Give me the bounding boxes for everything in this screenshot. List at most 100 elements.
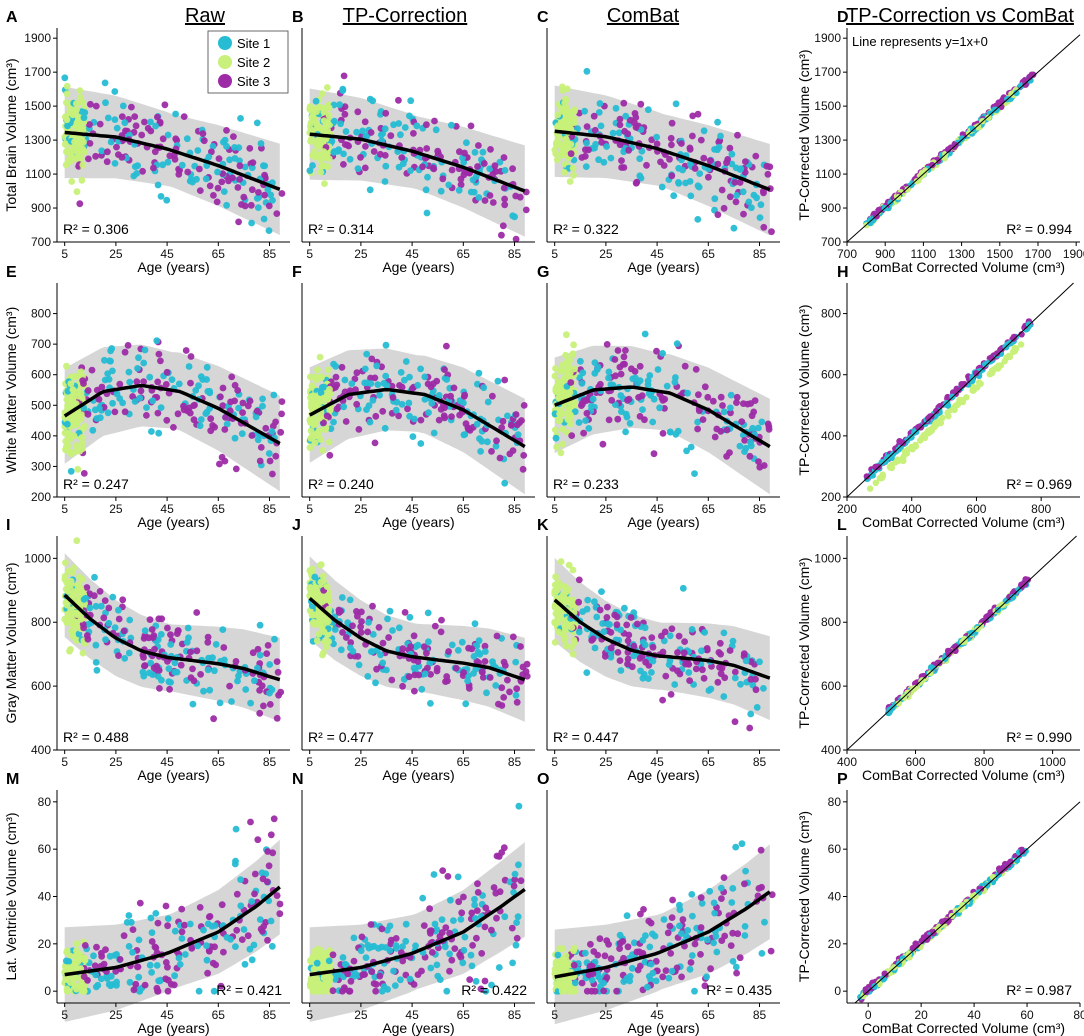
data-point-site-2 — [563, 331, 570, 339]
data-point-site-2 — [81, 423, 89, 430]
data-point-site-1 — [675, 180, 683, 187]
data-point-site-3 — [501, 195, 508, 203]
data-point-site-3 — [361, 118, 369, 126]
data-point-site-1 — [257, 140, 265, 147]
data-point-site-3 — [501, 201, 509, 209]
data-point-site-1 — [165, 678, 173, 686]
data-point-site-3 — [517, 877, 525, 885]
data-point-site-3 — [358, 933, 366, 941]
data-point-site-2 — [904, 186, 911, 193]
data-point-site-2 — [64, 610, 72, 618]
data-point-site-3 — [742, 158, 749, 166]
data-point-site-3 — [513, 934, 521, 942]
data-point-site-1 — [728, 899, 736, 906]
x-tick-label: 45 — [405, 502, 419, 516]
data-point-site-1 — [748, 204, 755, 212]
panel-label: D — [837, 9, 849, 26]
data-point-site-3 — [115, 151, 122, 159]
data-point-site-3 — [186, 409, 194, 417]
data-point-site-2 — [569, 350, 577, 358]
data-point-site-3 — [493, 914, 500, 922]
y-tick-label: 600 — [821, 368, 841, 382]
data-point-site-3 — [567, 150, 575, 158]
data-point-site-1 — [362, 132, 370, 140]
data-point-site-2 — [312, 403, 319, 411]
data-point-site-3 — [872, 463, 879, 471]
data-point-site-1 — [494, 377, 502, 385]
data-point-site-1 — [639, 406, 646, 413]
data-point-site-3 — [217, 393, 224, 401]
data-point-site-3 — [620, 164, 628, 171]
data-point-site-2 — [913, 178, 920, 185]
data-point-site-3 — [236, 162, 244, 170]
data-point-site-1 — [115, 606, 122, 614]
data-point-site-3 — [251, 890, 258, 898]
data-point-site-1 — [406, 613, 414, 621]
data-point-site-3 — [875, 206, 882, 214]
data-point-site-1 — [381, 125, 389, 133]
data-point-site-3 — [385, 634, 392, 641]
data-point-site-1 — [125, 943, 133, 950]
data-point-site-1 — [707, 685, 715, 693]
data-point-site-3 — [614, 347, 622, 354]
data-point-site-1 — [148, 969, 156, 976]
data-point-site-3 — [414, 971, 422, 978]
data-point-site-3 — [138, 131, 146, 139]
data-point-site-1 — [383, 666, 390, 674]
data-point-site-1 — [383, 382, 391, 389]
data-point-site-3 — [410, 130, 417, 137]
data-point-site-3 — [509, 633, 517, 641]
data-point-site-1 — [209, 654, 216, 662]
data-point-site-2 — [67, 450, 75, 458]
data-point-site-1 — [606, 621, 613, 628]
data-point-site-3 — [154, 919, 162, 927]
data-point-site-1 — [266, 689, 273, 697]
data-point-site-1 — [203, 408, 211, 416]
data-point-site-3 — [694, 110, 702, 118]
confidence-band — [309, 88, 525, 237]
data-point-site-3 — [159, 135, 167, 143]
data-point-site-1 — [430, 429, 438, 437]
x-tick-label: 65 — [457, 247, 471, 261]
data-point-site-2 — [323, 583, 331, 590]
data-point-site-1 — [609, 129, 617, 137]
data-point-site-3 — [259, 875, 267, 883]
data-point-site-1 — [515, 802, 523, 810]
data-point-site-3 — [669, 896, 676, 904]
data-point-site-3 — [726, 647, 734, 654]
data-point-site-3 — [238, 201, 245, 208]
y-tick-label: 1900 — [814, 31, 841, 45]
r-squared-label: R² = 0.240 — [308, 476, 374, 492]
data-point-site-3 — [520, 402, 528, 409]
data-point-site-1 — [163, 196, 171, 204]
x-tick-label: 65 — [457, 502, 471, 516]
data-point-site-2 — [902, 449, 909, 456]
data-point-site-3 — [608, 396, 616, 404]
data-point-site-3 — [489, 199, 497, 206]
data-point-site-1 — [492, 682, 500, 689]
data-point-site-1 — [348, 380, 356, 387]
data-point-site-2 — [307, 434, 315, 442]
data-point-site-1 — [113, 978, 120, 986]
data-point-site-3 — [692, 665, 700, 673]
data-point-site-3 — [230, 133, 237, 141]
data-point-site-3 — [277, 688, 285, 696]
data-point-site-3 — [760, 223, 768, 231]
data-point-site-2 — [61, 140, 69, 148]
data-point-site-1 — [760, 685, 767, 692]
data-point-site-1 — [153, 337, 161, 345]
data-point-site-1 — [374, 381, 382, 388]
data-point-site-3 — [480, 160, 488, 167]
data-point-site-3 — [640, 906, 647, 913]
data-point-site-1 — [209, 143, 217, 150]
data-point-site-1 — [335, 146, 342, 154]
fit-line — [554, 129, 771, 192]
data-point-site-1 — [267, 917, 275, 925]
data-point-site-1 — [621, 604, 628, 612]
data-point-site-3 — [93, 943, 100, 951]
y-tick-label: 700 — [31, 337, 51, 351]
data-point-site-3 — [474, 880, 481, 888]
data-point-site-3 — [132, 980, 140, 988]
data-point-site-1 — [373, 362, 381, 370]
data-point-site-3 — [501, 376, 509, 384]
